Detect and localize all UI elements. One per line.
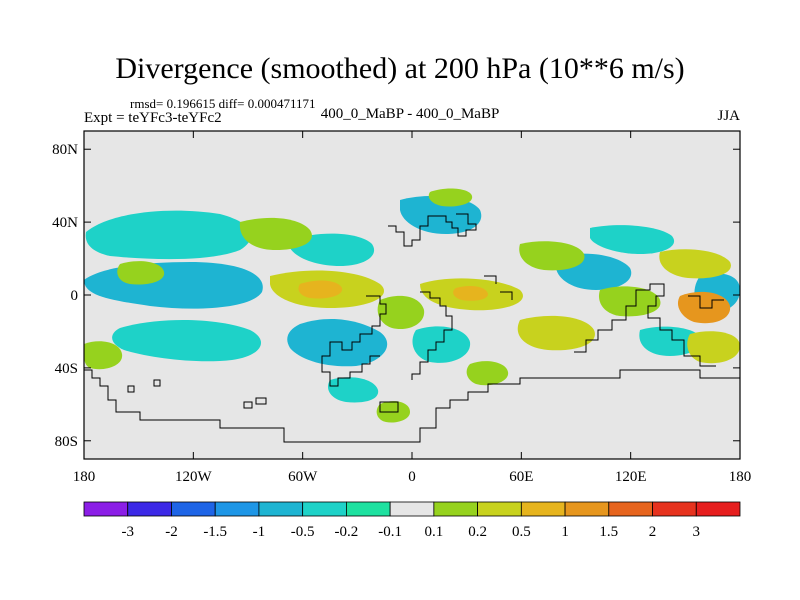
colorbar-label: 2 bbox=[649, 524, 657, 540]
y-tick-label: 0 bbox=[71, 288, 79, 304]
coastline-north-continent bbox=[388, 213, 477, 247]
contour-neg-africa bbox=[412, 326, 471, 363]
y-tick-label: 80S bbox=[55, 434, 78, 450]
rmsd-diff-stats: rmsd= 0.196615 diff= 0.000471171 bbox=[130, 96, 316, 111]
x-tick-label: 180 bbox=[73, 469, 96, 485]
contour-neg-south-atlantic bbox=[327, 377, 379, 403]
contour-pos-australia bbox=[687, 331, 740, 364]
coastline-east-islands bbox=[484, 275, 724, 309]
colorbar-swatch bbox=[83, 501, 129, 517]
map-axes: 80N 40N 0 40S 80S 180 120W 60W 0 60E 120E 180 bbox=[52, 131, 751, 485]
x-tick-label: 120E bbox=[615, 469, 647, 485]
colorbar-swatch bbox=[695, 501, 741, 517]
season-label: JJA bbox=[717, 108, 740, 124]
comparison-label: 400_0_MaBP - 400_0_MaBP bbox=[320, 106, 500, 122]
colorbar-label: 1.5 bbox=[599, 524, 618, 540]
contour-neg-asia bbox=[590, 225, 675, 254]
x-tick-label: 180 bbox=[729, 469, 752, 485]
colorbar-label: -0.5 bbox=[291, 524, 315, 540]
colorbar-swatch bbox=[608, 501, 653, 517]
map-plot-area bbox=[83, 130, 741, 460]
x-tick-label: 60E bbox=[509, 469, 533, 485]
colorbar-swatch bbox=[520, 501, 566, 517]
y-tick-label: 80N bbox=[52, 142, 78, 158]
colorbar-swatch bbox=[433, 501, 479, 517]
colorbar-label: -1 bbox=[253, 524, 266, 540]
colorbar-swatch bbox=[564, 501, 610, 517]
contour-neg-indian-south bbox=[639, 326, 702, 356]
x-tick-label: 120W bbox=[175, 469, 213, 485]
colorbar-swatch bbox=[258, 501, 304, 517]
colorbar: -3 -2 -1.5 -1 -0.5 -0.2 -0.1 0.1 0.2 0.5 1 1.5 2 3 bbox=[83, 501, 741, 540]
contour-neg-mid-north bbox=[400, 195, 482, 234]
contour-neg-northern-mid bbox=[290, 233, 375, 266]
colorbar-label: -1.5 bbox=[203, 524, 227, 540]
coastline-central-continent bbox=[411, 291, 453, 380]
colorbar-swatch bbox=[127, 501, 172, 517]
colorbar-label: 0.1 bbox=[424, 524, 443, 540]
colorbar-swatch bbox=[171, 501, 216, 517]
contour-pos-north-band bbox=[239, 217, 312, 250]
colorbar-label: -0.2 bbox=[335, 524, 359, 540]
contour-neg-south-pacific bbox=[112, 319, 262, 362]
contour-neg-atlantic bbox=[287, 318, 388, 367]
coastline-south-continent bbox=[84, 369, 740, 443]
colorbar-label: -0.1 bbox=[378, 524, 402, 540]
contour-pos-east-indian bbox=[598, 286, 661, 317]
y-tick-label: 40S bbox=[55, 361, 78, 377]
colorbar-swatch bbox=[477, 501, 522, 517]
contour-pos-north-east bbox=[659, 249, 731, 279]
colorbar-swatch bbox=[389, 501, 435, 517]
coastline-west-continent bbox=[321, 295, 387, 387]
plot-title: Divergence (smoothed) at 200 hPa (10**6 … bbox=[115, 52, 685, 85]
colorbar-swatch bbox=[214, 501, 260, 517]
x-tick-label: 60W bbox=[288, 469, 318, 485]
contour-pos-north-central bbox=[428, 188, 473, 207]
colorbar-label: 3 bbox=[693, 524, 701, 540]
colorbar-label: -2 bbox=[165, 524, 178, 540]
contour-pos-west-south bbox=[84, 341, 123, 370]
contour-pos-north-asia bbox=[519, 241, 585, 271]
experiment-label: Expt = teYFc3-teYFc2 bbox=[84, 110, 222, 126]
contour-pos-indian bbox=[517, 315, 595, 351]
colorbar-label: 1 bbox=[561, 524, 569, 540]
colorbar-label: 0.5 bbox=[512, 524, 531, 540]
contour-pos-south-indian bbox=[466, 361, 509, 386]
colorbar-swatch bbox=[652, 501, 697, 517]
colorbar-label: 0.2 bbox=[468, 524, 487, 540]
coastline-east-continent bbox=[574, 283, 716, 367]
colorbar-swatch bbox=[302, 501, 347, 517]
colorbar-swatch bbox=[345, 501, 391, 517]
contour-pos-north-west bbox=[117, 261, 165, 285]
x-tick-label: 0 bbox=[408, 469, 416, 485]
contour-pos-mid-south bbox=[377, 295, 425, 330]
contour-pos-core bbox=[298, 280, 343, 299]
coastline-small-islands bbox=[127, 379, 399, 413]
divergence-contours bbox=[84, 188, 740, 423]
coastlines bbox=[84, 213, 740, 443]
colorbar-label: -3 bbox=[121, 524, 134, 540]
y-tick-label: 40N bbox=[52, 215, 78, 231]
contour-pos-africa-core bbox=[453, 286, 488, 301]
contour-neg-band-north bbox=[85, 210, 252, 260]
